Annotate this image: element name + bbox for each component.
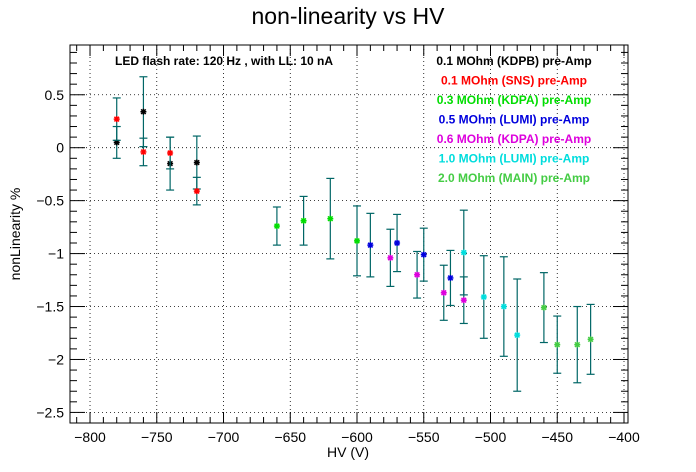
marker-stroke <box>480 294 487 300</box>
data-point-marker <box>167 150 174 156</box>
legend-entry: 2.0 MOhm (MAIN) pre-Amp <box>438 171 590 185</box>
legend-entry: 1.0 MOhm (LUMI) pre-Amp <box>439 152 590 166</box>
marker-stroke <box>367 242 374 248</box>
data-point-marker <box>587 336 594 343</box>
marker-stroke <box>354 238 360 244</box>
x-tick-label: −400 <box>608 429 640 445</box>
data-point-marker <box>140 148 147 155</box>
marker-stroke <box>387 254 394 261</box>
data-point-marker <box>193 159 200 166</box>
data-point-marker <box>193 188 200 195</box>
marker-stroke <box>440 289 447 296</box>
data-point-marker <box>113 116 120 123</box>
series-group <box>459 209 522 392</box>
data-point-marker <box>500 303 507 310</box>
marker-stroke <box>113 116 120 122</box>
x-tick-label: −450 <box>541 429 573 445</box>
data-point-marker <box>354 237 361 244</box>
legend: 0.1 MOhm (KDPB) pre-Amp 0.1 MOhm (SNS) pr… <box>436 54 591 185</box>
marker-stroke <box>420 251 427 258</box>
data-point-marker <box>440 289 447 296</box>
data-point-marker <box>447 274 454 281</box>
data-point-marker <box>574 341 581 348</box>
y-tick-label: −1.5 <box>36 299 64 315</box>
marker-stroke <box>501 303 507 310</box>
marker-stroke <box>587 336 594 343</box>
data-point-marker <box>540 304 547 311</box>
marker-stroke <box>300 217 307 224</box>
marker-stroke <box>140 108 147 115</box>
x-tick-label: −750 <box>141 429 173 445</box>
data-point-marker <box>387 254 394 261</box>
y-tick-label: −2 <box>48 351 64 367</box>
data-points <box>112 76 595 392</box>
marker-stroke <box>460 249 467 256</box>
y-tick-label: 0.5 <box>45 87 65 103</box>
series-group <box>386 228 468 325</box>
data-point-marker <box>480 294 487 300</box>
grid-lines <box>70 45 628 423</box>
marker-stroke <box>460 297 467 304</box>
data-point-marker <box>300 217 307 224</box>
y-tick-label: 0 <box>56 140 64 156</box>
data-point-marker <box>273 223 280 230</box>
data-point-marker <box>460 297 467 304</box>
marker-stroke <box>414 271 420 278</box>
marker-stroke <box>193 188 200 194</box>
data-point-marker <box>367 242 374 249</box>
legend-entry: 0.1 MOhm (SNS) pre-Amp <box>441 74 587 88</box>
series-group <box>272 177 362 277</box>
data-point-marker <box>394 240 401 246</box>
x-tick-label: −500 <box>475 429 507 445</box>
legend-entry: 0.1 MOhm (KDPB) pre-Amp <box>436 54 591 68</box>
marker-stroke <box>274 223 280 229</box>
marker-stroke <box>327 215 334 222</box>
legend-entry: 0.5 MOhm (LUMI) pre-Amp <box>439 113 590 127</box>
x-tick-label: −700 <box>208 429 240 445</box>
chart-title: non-linearity vs HV <box>251 3 445 29</box>
marker-stroke <box>447 275 454 281</box>
series-group <box>112 97 201 206</box>
marker-stroke <box>140 149 147 155</box>
data-point-marker <box>554 341 561 348</box>
series-group <box>366 212 455 307</box>
marker-stroke <box>193 159 200 166</box>
data-point-marker <box>514 332 521 339</box>
x-tick-label: −800 <box>74 429 106 445</box>
legend-entry: 0.6 MOhm (KDPA) pre-Amp <box>437 132 591 146</box>
annotation-text: LED flash rate: 120 Hz , with LL: 10 nA <box>115 54 333 68</box>
y-tick-label: −1 <box>48 246 64 262</box>
plot-frame <box>69 44 629 424</box>
data-point-marker <box>140 108 147 115</box>
data-point-marker <box>414 271 421 278</box>
data-point-marker <box>420 251 427 258</box>
axis-ticks <box>70 45 628 423</box>
series-group <box>539 272 595 384</box>
marker-stroke <box>514 332 521 338</box>
marker-stroke <box>554 341 561 348</box>
marker-stroke <box>394 240 400 246</box>
marker-stroke <box>541 304 547 311</box>
x-tick-label: −650 <box>274 429 306 445</box>
axis-tick-labels: −800 −750 −700 −650 −600 −550 −500 −450 −400 0.5 0… <box>36 87 640 445</box>
marker-stroke <box>574 341 581 348</box>
y-tick-label: −0.5 <box>36 193 64 209</box>
marker-stroke <box>167 150 173 156</box>
x-tick-label: −600 <box>341 429 373 445</box>
x-axis-label: HV (V) <box>327 444 369 460</box>
data-point-marker <box>327 215 334 222</box>
y-tick-label: −2.5 <box>36 404 64 420</box>
data-point-marker <box>460 249 467 256</box>
legend-entry: 0.3 MOhm (KDPA) pre-Amp <box>437 93 591 107</box>
x-tick-label: −550 <box>408 429 440 445</box>
y-axis-label: nonLinearity % <box>7 188 23 281</box>
